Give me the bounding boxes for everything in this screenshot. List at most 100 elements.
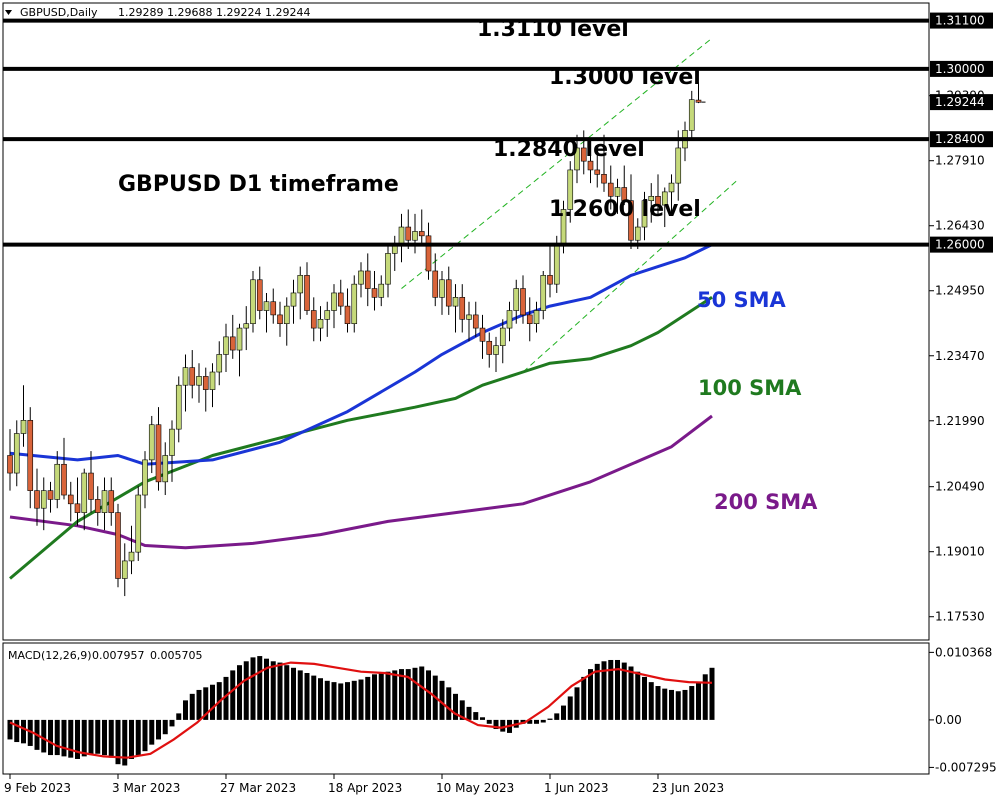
price-badge-box xyxy=(930,94,993,111)
candle-body xyxy=(209,371,216,390)
candle xyxy=(540,270,547,320)
macd-bar xyxy=(75,719,80,759)
candle-body xyxy=(40,490,47,509)
macd-bar xyxy=(237,665,242,720)
sma200-label: 200 SMA xyxy=(714,490,818,514)
candle-body xyxy=(634,226,641,241)
candle-body xyxy=(283,305,290,324)
candle-body xyxy=(34,490,40,509)
candle xyxy=(344,288,351,333)
candle-body xyxy=(378,283,385,298)
price-badge: 1.26000 xyxy=(930,236,993,253)
date-tick-label: 1 Jun 2023 xyxy=(544,781,609,795)
price-tick-label: 1.23470 xyxy=(935,349,985,363)
candle xyxy=(182,354,189,412)
candle xyxy=(614,178,621,214)
candle-body xyxy=(324,310,331,320)
candle-body xyxy=(344,305,351,324)
macd-bar xyxy=(399,669,404,720)
candle-body xyxy=(270,301,277,316)
macd-bar xyxy=(675,691,681,720)
macd-bar xyxy=(331,682,337,720)
candle-body xyxy=(452,297,459,307)
candle xyxy=(142,451,148,509)
candle xyxy=(324,301,331,337)
candle-body xyxy=(337,292,344,307)
price-axis: 1.17530 1.19010 1.20490 1.21990 1.23470 1.249… xyxy=(701,12,993,624)
candle-body xyxy=(74,503,81,513)
level-13110-label: 1.3110 level xyxy=(477,17,629,42)
horizontal-levels xyxy=(3,18,929,247)
candle-body xyxy=(250,279,256,324)
macd-bar xyxy=(270,661,276,720)
candle xyxy=(601,134,607,192)
candle xyxy=(270,288,277,324)
candle xyxy=(229,314,236,359)
candle xyxy=(587,147,594,184)
macd-bar xyxy=(156,719,161,740)
macd-axis: 0.010368 0.00 -0.007295 xyxy=(929,645,997,774)
macd-bar xyxy=(176,713,182,720)
candle-body xyxy=(688,99,695,131)
candle-body xyxy=(128,551,135,562)
candle-body xyxy=(20,420,27,434)
candle-body xyxy=(499,327,506,346)
candle xyxy=(243,306,250,351)
macd-bar xyxy=(230,670,236,720)
macd-bar xyxy=(554,713,560,720)
candle-body xyxy=(621,187,628,201)
macd-bar xyxy=(250,657,256,720)
candle xyxy=(668,174,675,214)
candle-body xyxy=(351,283,358,324)
candle-body xyxy=(540,275,547,311)
candle xyxy=(27,407,34,509)
candle-body xyxy=(115,512,121,579)
price-tick-label: 1.24950 xyxy=(935,284,985,298)
macd-bar xyxy=(662,688,668,720)
candle xyxy=(304,262,310,315)
macd-bar xyxy=(648,682,654,720)
candle xyxy=(162,442,169,496)
date-tick-label: 18 Apr 2023 xyxy=(328,781,402,795)
candle xyxy=(425,222,432,280)
macd-bar xyxy=(223,676,229,720)
candle xyxy=(250,270,256,333)
symbol-label: GBPUSD,Daily xyxy=(20,6,98,19)
macd-bar xyxy=(682,689,688,720)
price-badge-label: 1.31100 xyxy=(935,14,985,28)
macd-bar xyxy=(243,661,249,720)
dropdown-arrow-icon[interactable] xyxy=(5,10,12,15)
candle xyxy=(432,253,439,307)
price-badge-box xyxy=(930,131,993,148)
macd-bar xyxy=(81,719,87,757)
macd-tick-label: 0.00 xyxy=(935,713,962,727)
macd-bar xyxy=(264,658,269,720)
candle xyxy=(688,90,695,140)
candle-body xyxy=(47,490,54,500)
price-badge-label: 1.29244 xyxy=(935,95,985,109)
macd-bar xyxy=(561,705,566,720)
candle-body xyxy=(445,279,452,307)
candle xyxy=(13,420,20,487)
macd-bar xyxy=(419,666,425,720)
candle-body xyxy=(297,275,304,294)
candle-body xyxy=(364,270,371,289)
macd-tick-label: 0.010368 xyxy=(935,645,992,659)
level-12600-label: 1.2600 level xyxy=(549,197,701,222)
macd-bar xyxy=(459,700,465,720)
macd-bar xyxy=(149,719,155,745)
macd-signal-line xyxy=(9,661,713,759)
candle-body xyxy=(13,433,20,474)
candle-body xyxy=(648,195,655,201)
macd-bar xyxy=(14,719,20,743)
macd-bar xyxy=(446,687,452,720)
candle-body xyxy=(587,160,594,171)
candle-body xyxy=(67,494,74,505)
macd-bar xyxy=(88,719,94,756)
candle xyxy=(202,367,209,412)
candle xyxy=(216,341,223,386)
candle-body xyxy=(331,292,337,311)
candle-body xyxy=(513,288,520,311)
macd-bar xyxy=(426,670,431,720)
candle-body xyxy=(202,376,209,390)
